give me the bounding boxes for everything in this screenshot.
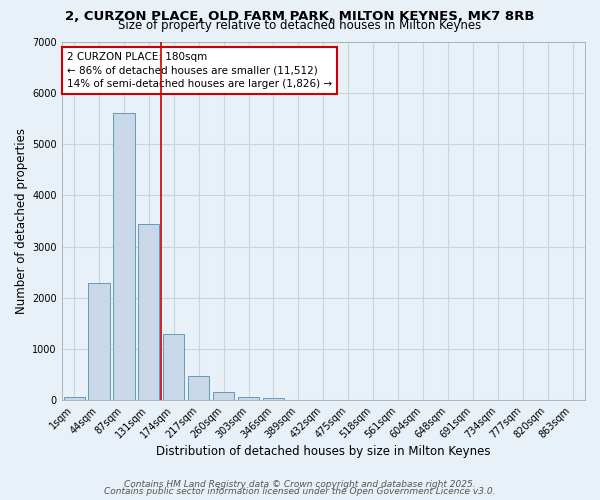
Bar [213, 392, 234, 400]
Text: Contains HM Land Registry data © Crown copyright and database right 2025.: Contains HM Land Registry data © Crown c… [124, 480, 476, 489]
Bar [263, 398, 284, 400]
Bar [163, 334, 184, 400]
Text: Contains public sector information licensed under the Open Government Licence v3: Contains public sector information licen… [104, 487, 496, 496]
Y-axis label: Number of detached properties: Number of detached properties [15, 128, 28, 314]
Text: 2 CURZON PLACE: 180sqm
← 86% of detached houses are smaller (11,512)
14% of semi: 2 CURZON PLACE: 180sqm ← 86% of detached… [67, 52, 332, 88]
Bar [188, 376, 209, 400]
Text: Size of property relative to detached houses in Milton Keynes: Size of property relative to detached ho… [118, 18, 482, 32]
X-axis label: Distribution of detached houses by size in Milton Keynes: Distribution of detached houses by size … [156, 444, 491, 458]
Bar [113, 114, 134, 401]
Bar [88, 282, 110, 401]
Text: 2, CURZON PLACE, OLD FARM PARK, MILTON KEYNES, MK7 8RB: 2, CURZON PLACE, OLD FARM PARK, MILTON K… [65, 10, 535, 23]
Bar [138, 224, 160, 400]
Bar [64, 396, 85, 400]
Bar [238, 396, 259, 400]
